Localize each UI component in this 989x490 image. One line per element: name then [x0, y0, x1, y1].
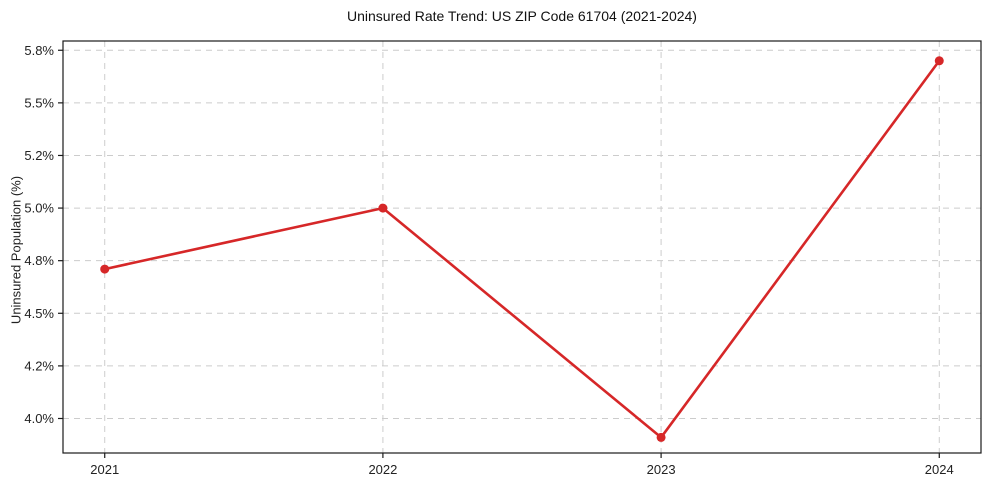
y-tick-label: 5.0% — [24, 201, 54, 216]
x-tick-label: 2023 — [647, 462, 676, 477]
data-point — [100, 264, 110, 274]
data-point — [378, 203, 388, 213]
data-point — [934, 56, 944, 66]
data-point — [656, 432, 666, 442]
y-tick-label: 4.8% — [24, 253, 54, 268]
plot-box — [62, 40, 982, 454]
y-tick-label: 5.2% — [24, 148, 54, 163]
y-tick-label: 4.5% — [24, 306, 54, 321]
y-tick-label: 4.2% — [24, 358, 54, 373]
x-tick-label: 2022 — [368, 462, 397, 477]
y-tick-label: 5.5% — [24, 95, 54, 110]
y-tick-label: 5.8% — [24, 43, 54, 58]
trend-line — [103, 59, 941, 439]
chart-title: Uninsured Rate Trend: US ZIP Code 61704 … — [347, 8, 697, 24]
y-axis-label: Uninsured Population (%) — [8, 175, 24, 325]
x-tick-label: 2024 — [925, 462, 954, 477]
y-tick-label: 4.0% — [24, 411, 54, 426]
x-tick-label: 2021 — [90, 462, 119, 477]
